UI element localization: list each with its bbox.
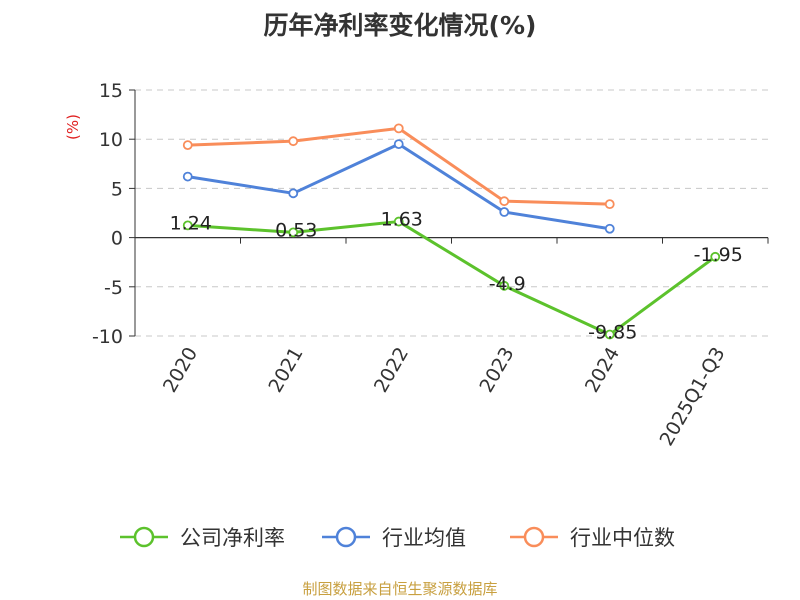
y-tick-label-0: 15 [99,80,123,102]
data-point-1-1 [288,188,299,199]
data-point-0-2 [393,216,404,227]
data-point-0-1 [288,227,299,238]
data-point-2-1 [288,136,299,147]
y-axis-label: (%) [64,114,82,140]
legend[interactable]: 公司净利率 行业均值 行业中位数 [120,526,675,550]
data-point-0-5 [710,251,721,262]
data-label-0-3: -4.9 [489,273,526,295]
data-label-0-1: 0.53 [275,219,317,241]
data-point-0-4 [604,329,615,340]
x-tick-label-1: 2021 [264,344,307,397]
source-note: 制图数据来自恒生聚源数据库 [302,580,498,598]
y-axis-ticks: 15 10 5 0 -5 -10 [92,80,123,348]
data-labels: 1.24 0.53 1.63 -4.9 -9.85 -1.95 [170,209,743,344]
x-tick-label-5: 2025Q1-Q3 [656,344,730,450]
data-point-1-3 [499,207,510,217]
data-point-2-0 [182,140,193,151]
data-label-0-2: 1.63 [381,209,423,231]
legend-marker-2 [523,526,545,548]
chart-title: 历年净利率变化情况(%) [263,11,537,40]
data-point-1-2 [393,139,404,150]
y-tick-label-4: -5 [104,277,123,299]
data-point-1-4 [604,223,615,234]
data-point-2-4 [604,199,615,210]
y-tick-label-1: 10 [99,129,123,151]
data-point-2-3 [499,196,510,207]
data-point-0-3 [499,280,510,291]
grid-lines [135,89,768,337]
y-tick-label-2: 5 [111,178,123,200]
y-tick-label-3: 0 [111,228,123,250]
data-label-0-4: -9.85 [588,322,637,344]
data-point-2-2 [393,123,404,134]
x-tick-label-0: 2020 [159,344,202,397]
x-tick-label-3: 2023 [475,344,518,397]
data-label-0-5: -1.95 [694,244,743,266]
x-axis-ticks: 2020 2021 2022 2023 2024 2025Q1-Q3 [159,344,730,450]
x-tick-label-4: 2024 [581,344,624,397]
data-point-1-0 [182,171,193,182]
data-point-0-0 [182,220,193,231]
x-tick-label-2: 2022 [370,344,413,397]
legend-item-1[interactable]: 行业均值 [382,526,466,550]
y-tick-label-5: -10 [92,326,123,348]
axes [129,89,769,337]
data-label-0-0: 1.24 [170,212,212,234]
legend-item-0[interactable]: 公司净利率 [180,526,285,550]
legend-marker-1 [335,526,357,548]
series-line-0 [187,220,717,337]
legend-item-2[interactable]: 行业中位数 [570,526,675,550]
series-group [182,123,721,340]
legend-marker-0 [133,526,155,548]
